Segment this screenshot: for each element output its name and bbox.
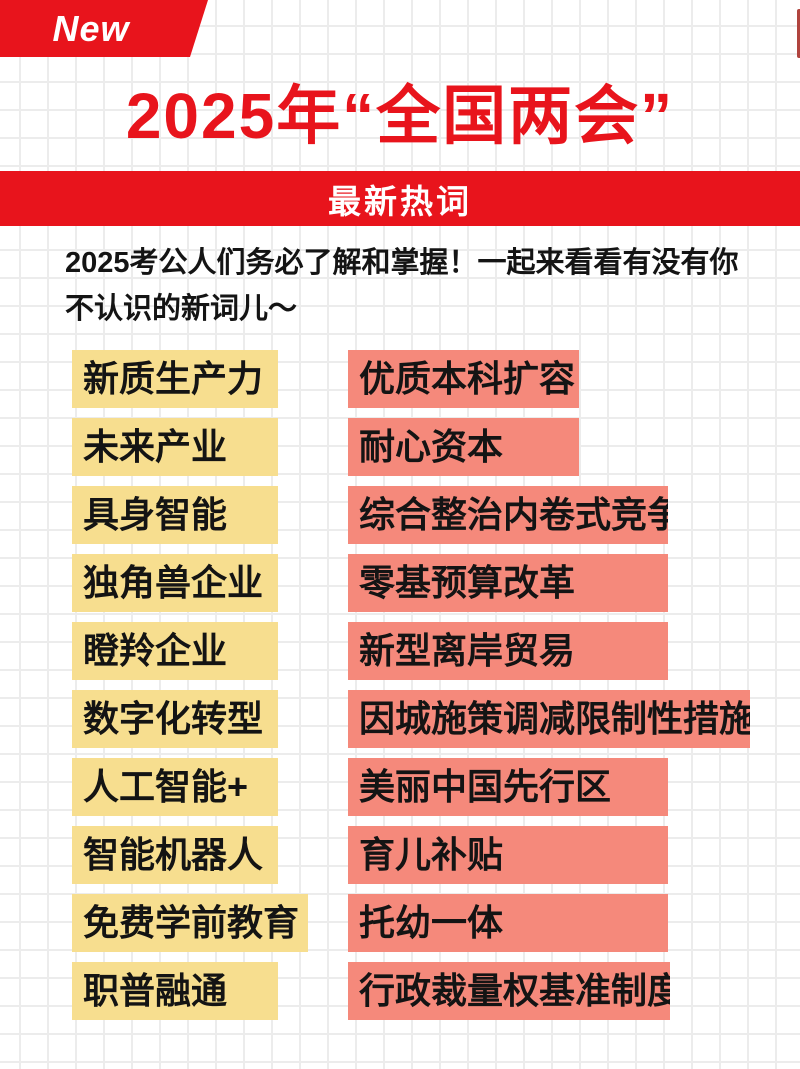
hot-word-item: 育儿补贴 [348,826,668,884]
hot-word-item: 数字化转型 [72,690,278,748]
edge-accent-mark [797,9,800,58]
hot-word-item: 美丽中国先行区 [348,758,668,816]
hot-word-item: 未来产业 [72,418,278,476]
hot-word-item: 职普融通 [72,962,278,1020]
hot-word-item: 具身智能 [72,486,278,544]
hot-word-item: 零基预算改革 [348,554,668,612]
intro-text: 2025考公人们务必了解和掌握！一起来看看有没有你不认识的新词儿～ [65,247,739,325]
hot-word-item: 因城施策调减限制性措施 [348,690,750,748]
hot-word-item: 综合整治内卷式竞争 [348,486,668,544]
hot-word-item: 智能机器人 [72,826,278,884]
hot-word-item: 托幼一体 [348,894,668,952]
subtitle-label: 最新热词 [328,182,472,220]
subtitle-bar: 最新热词 [0,171,800,226]
hot-word-item: 免费学前教育 [72,894,308,952]
new-badge: New [0,0,208,57]
hot-word-item: 优质本科扩容 [348,350,579,408]
new-badge-label: New [52,7,130,49]
hot-word-item: 耐心资本 [348,418,579,476]
hot-word-item: 行政裁量权基准制度 [348,962,670,1020]
hot-words-right-column: 优质本科扩容 耐心资本 综合整治内卷式竞争 零基预算改革 新型离岸贸易 因城施策… [348,350,750,1020]
hot-words-left-column: 新质生产力 未来产业 具身智能 独角兽企业 瞪羚企业 数字化转型 人工智能+ 智… [72,350,308,1020]
hot-word-item: 人工智能+ [72,758,278,816]
page-title: 2025年“全国两会” [125,80,675,152]
hot-word-item: 新质生产力 [72,350,278,408]
hot-word-item: 新型离岸贸易 [348,622,668,680]
hot-word-item: 独角兽企业 [72,554,278,612]
hot-word-item: 瞪羚企业 [72,622,278,680]
